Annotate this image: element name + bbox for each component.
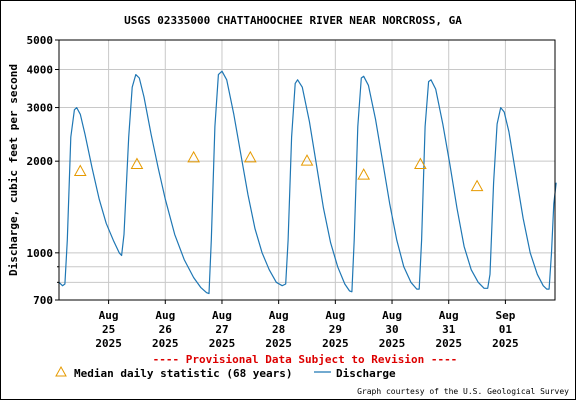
chart-title: USGS 02335000 CHATTAHOOCHEE RIVER NEAR N… xyxy=(124,14,462,27)
x-tick-label: Aug xyxy=(212,309,232,322)
y-tick-label: 700 xyxy=(33,294,53,307)
legend-median-label: Median daily statistic (68 years) xyxy=(74,367,293,380)
series-layer xyxy=(58,70,557,295)
x-tick-label: 31 xyxy=(442,323,456,336)
y-tick-label: 5000 xyxy=(27,34,54,47)
y-tick-label: 2000 xyxy=(27,155,54,168)
x-tick-label: 2025 xyxy=(152,337,179,350)
x-tick-label: 2025 xyxy=(492,337,519,350)
discharge-line xyxy=(58,70,557,295)
x-tick-label: Aug xyxy=(325,309,345,322)
x-tick-label: Aug xyxy=(269,309,289,322)
x-tick-label: 2025 xyxy=(95,337,122,350)
median-point-2 xyxy=(187,150,200,163)
median-point-5 xyxy=(357,168,371,180)
legend: Median daily statistic (68 years) Discha… xyxy=(55,365,396,380)
x-tick-label: 28 xyxy=(272,323,285,336)
y-tick-label: 4000 xyxy=(27,64,54,77)
graph-credit: Graph courtesy of the U.S. Geological Su… xyxy=(357,387,569,396)
legend-discharge-label: Discharge xyxy=(336,367,396,380)
vertical-gridlines xyxy=(108,40,506,300)
x-tick-label: 2025 xyxy=(379,337,406,350)
x-tick-label: 2025 xyxy=(265,337,292,350)
median-point-7 xyxy=(470,179,484,192)
x-tick-label: 27 xyxy=(215,323,228,336)
plot-area xyxy=(58,39,557,301)
x-tick-label: Aug xyxy=(439,309,459,322)
x-tick-label: 30 xyxy=(385,323,398,336)
x-tick-label: 2025 xyxy=(435,337,462,350)
x-tick-label: 29 xyxy=(329,323,342,336)
y-tick-label: 1000 xyxy=(27,247,54,260)
median-point-0 xyxy=(73,164,87,176)
y-axis-label: Discharge, cubic feet per second xyxy=(7,64,20,276)
y-axis: 700 1000 2000 3000 4000 5000 xyxy=(27,34,59,307)
x-axis: Aug252025Aug262025Aug272025Aug282025Aug2… xyxy=(95,300,519,350)
provisional-notice: ---- Provisional Data Subject to Revisio… xyxy=(153,353,458,366)
x-tick-label: Sep xyxy=(495,309,515,322)
x-tick-label: Aug xyxy=(382,309,402,322)
x-tick-label: 2025 xyxy=(209,337,236,350)
median-point-6 xyxy=(414,157,427,170)
x-tick-label: 2025 xyxy=(322,337,349,350)
y-tick-label: 3000 xyxy=(27,102,54,115)
legend-triangle-icon xyxy=(55,365,67,377)
x-tick-label: 25 xyxy=(102,323,115,336)
plot-border xyxy=(58,39,556,301)
x-tick-label: Aug xyxy=(99,309,119,322)
plot-background xyxy=(59,40,555,300)
median-point-1 xyxy=(130,157,144,170)
median-point-3 xyxy=(243,150,257,163)
x-tick-label: 01 xyxy=(499,323,513,336)
x-tick-label: 26 xyxy=(159,323,173,336)
x-tick-label: Aug xyxy=(155,309,175,322)
median-point-4 xyxy=(300,154,314,166)
